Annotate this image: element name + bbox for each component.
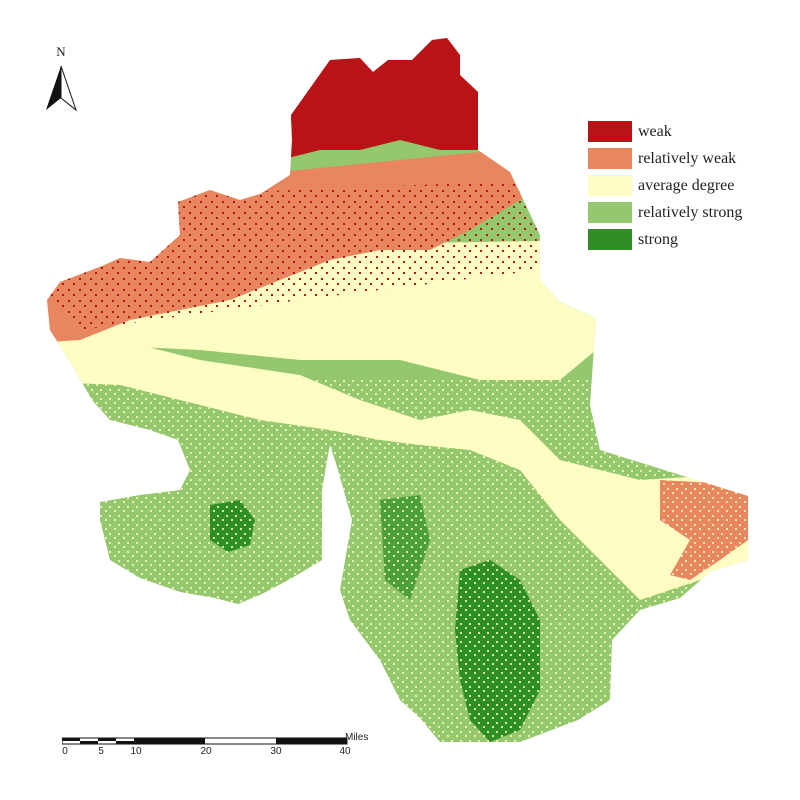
scale-tick: 10 [130, 746, 142, 757]
scale-unit-label: Miles [345, 732, 369, 743]
legend-item-relatively-weak: relatively weak [588, 145, 742, 172]
map-legend: weak relatively weak average degree rela… [588, 118, 742, 253]
legend-label: average degree [638, 176, 735, 194]
legend-swatch [588, 175, 632, 196]
scale-tick: 0 [62, 746, 68, 757]
legend-swatch [588, 202, 632, 223]
scale-tick: 20 [200, 746, 212, 757]
legend-swatch [588, 148, 632, 169]
legend-label: relatively weak [638, 149, 737, 167]
legend-item-strong: strong [588, 226, 742, 253]
scale-tick: 30 [270, 746, 282, 757]
legend-item-weak: weak [588, 118, 742, 145]
legend-swatch [588, 121, 632, 142]
north-arrow-icon [46, 66, 78, 112]
legend-label: strong [638, 230, 678, 248]
scale-tick: 5 [98, 746, 104, 757]
scale-tick: 40 [339, 746, 351, 757]
scale-bar: Miles 0 5 10 20 30 40 [62, 732, 392, 772]
legend-swatch [588, 229, 632, 250]
legend-label: relatively strong [638, 203, 743, 221]
legend-item-average-degree: average degree [588, 172, 742, 199]
north-arrow: N [44, 44, 78, 114]
north-label: N [56, 44, 66, 59]
legend-label: weak [638, 122, 672, 140]
scale-bar-graphic [62, 737, 348, 745]
legend-item-relatively-strong: relatively strong [588, 199, 742, 226]
